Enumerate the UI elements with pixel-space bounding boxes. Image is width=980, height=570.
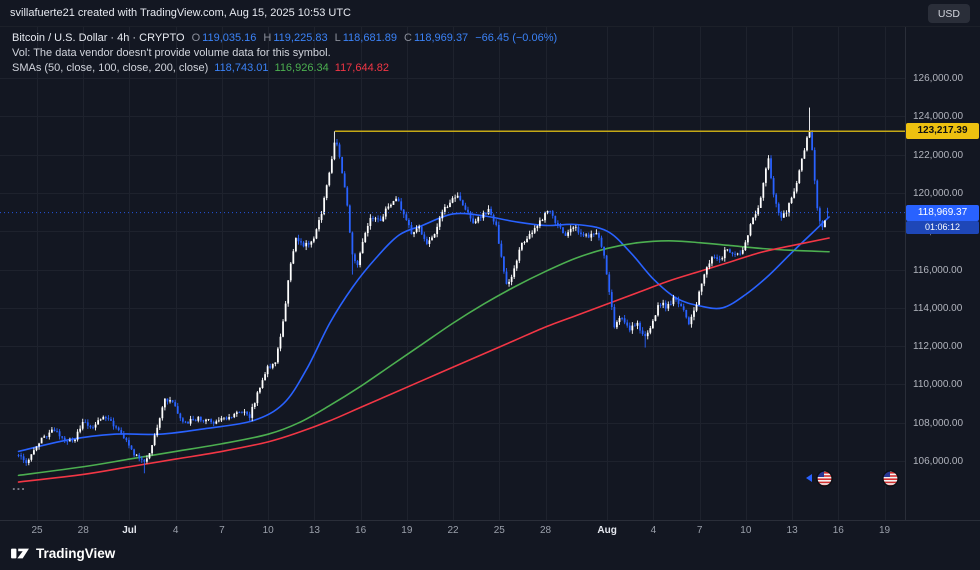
currency-toggle-button[interactable]: USD (927, 4, 970, 23)
price-tick-label: 108,000.00 (913, 417, 964, 429)
event-collapse-arrow-icon[interactable] (806, 474, 812, 482)
time-tick-label: 22 (447, 525, 459, 536)
sma50-value: 118,743.01 (214, 62, 269, 74)
time-tick-label: 4 (650, 525, 657, 536)
price-tick-label: 116,000.00 (913, 264, 963, 276)
time-tick-label: 25 (493, 525, 505, 536)
time-tick-label: 13 (786, 525, 798, 536)
time-tick-label: 25 (31, 525, 43, 536)
time-tick-label: 19 (401, 525, 413, 536)
sma200-value: 117,644.82 (334, 62, 390, 74)
time-tick-label: 10 (262, 525, 274, 536)
chart-legend: Bitcoin / U.S. Dollar · 4h · CRYPTO O 119,… (12, 31, 557, 76)
open-label: O (191, 32, 201, 44)
close-label: C (403, 32, 412, 44)
us-flag-icon (882, 470, 899, 487)
time-tick-label: 16 (832, 525, 844, 536)
price-tick-label: 122,000.00 (913, 149, 964, 161)
price-level-label[interactable]: 123,217.39 (906, 123, 979, 140)
us-flag-icon (816, 470, 833, 487)
us-flag-event-icon[interactable] (816, 470, 833, 487)
price-tick-label: 120,000.00 (913, 187, 964, 199)
us-flag-event-icon[interactable] (882, 470, 899, 487)
price-tick-label: 126,000.00 (913, 73, 964, 84)
high-value: 119,225.83 (273, 32, 328, 44)
sma-legend-row[interactable]: SMAs (50, close, 100, close, 200, close)… (12, 61, 557, 76)
sma100-value: 116,926.34 (274, 62, 329, 74)
open-value: 119,035.16 (202, 32, 257, 44)
time-tick-label: 7 (696, 525, 703, 536)
volume-legend-row[interactable]: Vol: The data vendor doesn't provide vol… (12, 46, 557, 61)
symbol-title[interactable]: Bitcoin / U.S. Dollar · 4h · CRYPTO (12, 32, 185, 44)
current-price-label: 118,969.37 (906, 204, 979, 221)
price-tick-label: 124,000.00 (913, 111, 964, 123)
time-tick-label: 10 (740, 525, 752, 536)
time-tick-label: 28 (77, 525, 89, 536)
footer: TradingView (0, 542, 980, 570)
price-axis[interactable]: 126,000.00 124,000.00 122,000.00 120,000.00… (906, 26, 980, 520)
attribution-bar: svillafuerte21 created with TradingView.… (0, 0, 980, 27)
tradingview-wordmark: TradingView (36, 546, 116, 561)
high-label: H (263, 32, 272, 44)
time-tick-label: 7 (219, 525, 225, 536)
time-tick-label: Aug (597, 525, 617, 536)
attribution-text: svillafuerte21 created with TradingView.… (10, 7, 351, 19)
time-tick-label: 16 (355, 525, 367, 536)
candle-countdown-label: 01:06:12 (906, 220, 979, 234)
price-tick-label: 106,000.00 (913, 456, 964, 467)
close-value: 118,969.37 (413, 32, 469, 44)
tradingview-logo[interactable]: TradingView (10, 545, 115, 562)
tradingview-logo-icon (11, 548, 29, 559)
time-tick-label: 13 (308, 525, 320, 536)
sma-title: SMAs (50, close, 100, close, 200, close) (12, 62, 209, 74)
time-tick-label: 4 (172, 525, 179, 536)
low-value: 118,681.89 (342, 32, 397, 44)
legend-more-button[interactable]: ... (12, 478, 26, 493)
change-value: −66.45 (−0.06%) (475, 32, 558, 44)
price-tick-label: 110,000.00 (913, 379, 963, 391)
time-tick-label: Jul (122, 525, 137, 536)
volume-note: Vol: The data vendor doesn't provide vol… (12, 47, 331, 59)
time-axis[interactable]: 25 28 Jul 4 7 10 13 16 19 22 25 28 Aug 4 7 10 13 16 19 (0, 521, 905, 539)
price-tick-label: 112,000.00 (913, 341, 963, 353)
time-tick-label: 19 (878, 525, 891, 536)
time-tick-label: 28 (539, 525, 552, 536)
symbol-legend-row[interactable]: Bitcoin / U.S. Dollar · 4h · CRYPTO O 119,… (12, 31, 557, 46)
price-tick-label: 114,000.00 (913, 302, 963, 314)
low-label: L (334, 32, 341, 44)
